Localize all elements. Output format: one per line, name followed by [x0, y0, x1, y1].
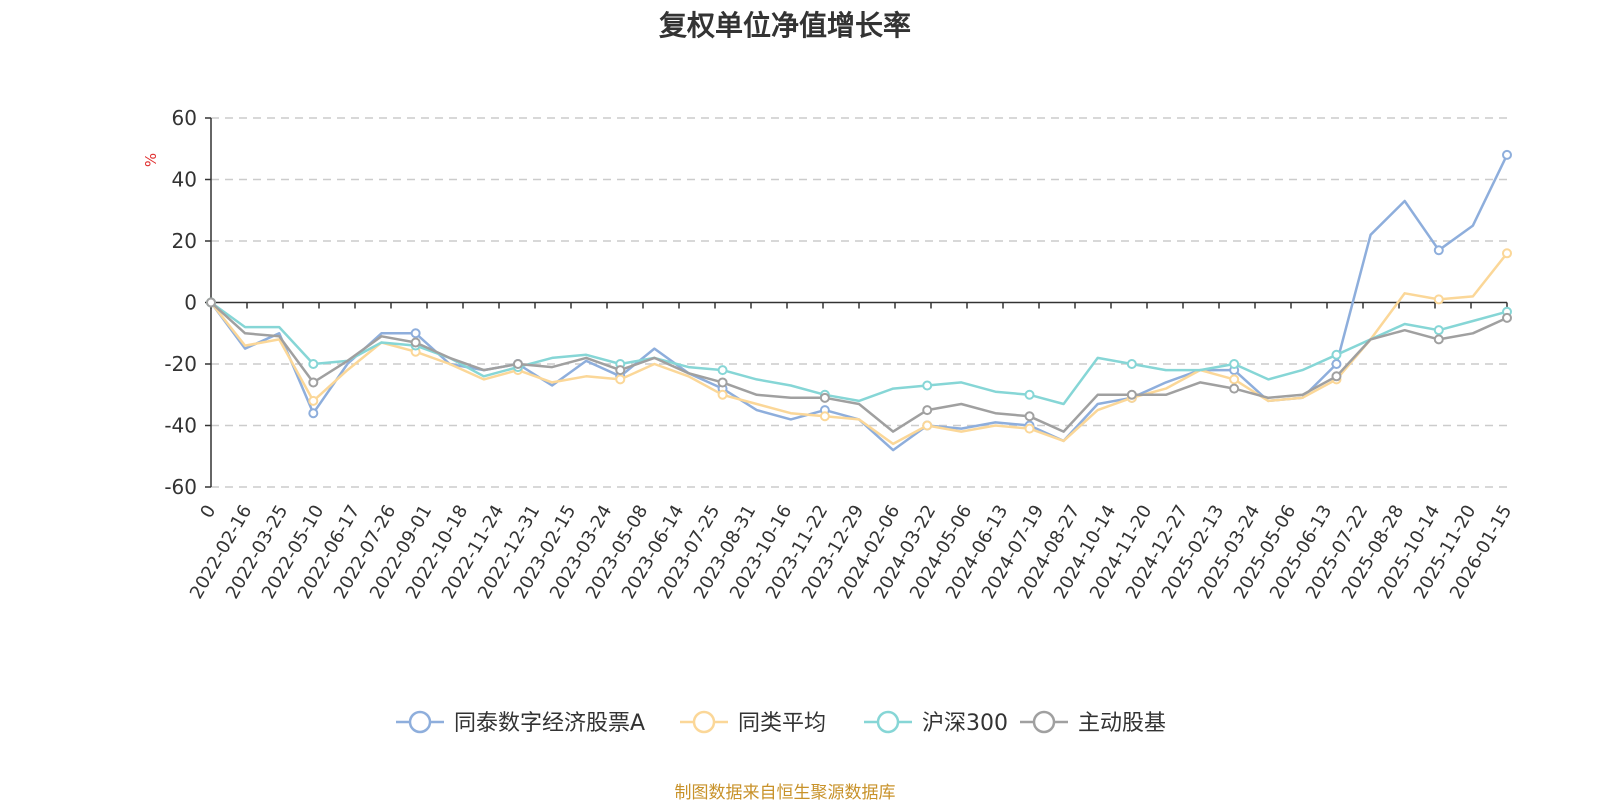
data-point: [308, 395, 319, 406]
y-tick-label: 0: [184, 291, 197, 315]
y-tick-label: -40: [164, 414, 197, 438]
y-tick-label: -60: [164, 475, 197, 499]
data-point: [922, 380, 933, 391]
series-line-2: [210, 301, 1508, 406]
data-point: [1331, 349, 1342, 360]
data-point: [1433, 334, 1444, 345]
series-line-3: [210, 301, 1508, 433]
data-point: [1502, 248, 1512, 259]
legend-marker-icon: [692, 710, 716, 734]
data-point: [1126, 359, 1137, 369]
legend-marker-icon: [408, 710, 432, 734]
data-point: [1024, 423, 1035, 434]
data-point: [922, 405, 933, 416]
legend: 同泰数字经济股票A 同类平均 沪深300 主动股基: [396, 710, 1166, 736]
data-point: [1502, 149, 1512, 160]
data-point: [615, 374, 626, 385]
data-point: [1502, 312, 1512, 323]
data-source-note: 制图数据来自恒生聚源数据库: [674, 783, 896, 803]
y-tick-label: 60: [172, 106, 197, 130]
series-lines: [206, 149, 1512, 452]
legend-label: 同泰数字经济股票A: [454, 711, 645, 736]
data-point: [206, 297, 216, 308]
legend-item-1[interactable]: 同类平均: [680, 710, 826, 736]
axes: [205, 117, 1508, 488]
grid-lines: [211, 117, 1507, 488]
x-tick-label: 0: [196, 502, 220, 522]
data-point: [1229, 383, 1240, 394]
data-point: [717, 365, 728, 376]
line-chart: 60 40 20 0 -20 -40 -60 02022-02-162022-03-2520…: [142, 106, 1516, 736]
chart-title: 复权单位净值增长率: [658, 9, 911, 42]
data-point: [1433, 294, 1444, 305]
data-point: [717, 389, 728, 400]
legend-item-2[interactable]: 沪深300: [864, 710, 1008, 736]
legend-item-3[interactable]: 主动股基: [1020, 710, 1166, 736]
series-line-1: [210, 252, 1508, 446]
x-tick-labels: 02022-02-162022-03-252022-05-102022-06-1…: [186, 502, 1516, 603]
legend-item-0[interactable]: 同泰数字经济股票A: [396, 710, 645, 736]
data-point: [819, 411, 830, 422]
data-point: [308, 377, 319, 388]
data-point: [1331, 359, 1342, 369]
legend-marker-icon: [1032, 710, 1056, 734]
data-point: [308, 359, 319, 369]
data-point: [1229, 374, 1240, 385]
y-tick-labels: 60 40 20 0 -20 -40 -60: [164, 106, 197, 499]
y-tick-label: -20: [164, 352, 197, 376]
y-tick-label: 40: [172, 168, 197, 192]
legend-label: 同类平均: [738, 711, 826, 736]
data-point: [1024, 411, 1035, 422]
data-point: [615, 365, 626, 376]
data-point: [512, 359, 523, 369]
data-point: [308, 408, 319, 419]
data-point: [819, 392, 830, 403]
y-axis-label: %: [142, 153, 160, 167]
data-point: [1433, 245, 1444, 256]
y-tick-label: 20: [172, 229, 197, 253]
data-point: [1433, 325, 1444, 336]
legend-marker-icon: [876, 710, 900, 734]
data-point: [1331, 371, 1342, 382]
data-point: [1229, 359, 1240, 369]
data-point: [922, 420, 933, 431]
data-point: [717, 377, 728, 388]
legend-label: 沪深300: [922, 711, 1008, 736]
legend-label: 主动股基: [1078, 711, 1166, 736]
data-point: [410, 337, 421, 348]
data-point: [1024, 389, 1035, 400]
data-point: [410, 328, 421, 339]
data-point: [1126, 389, 1137, 400]
